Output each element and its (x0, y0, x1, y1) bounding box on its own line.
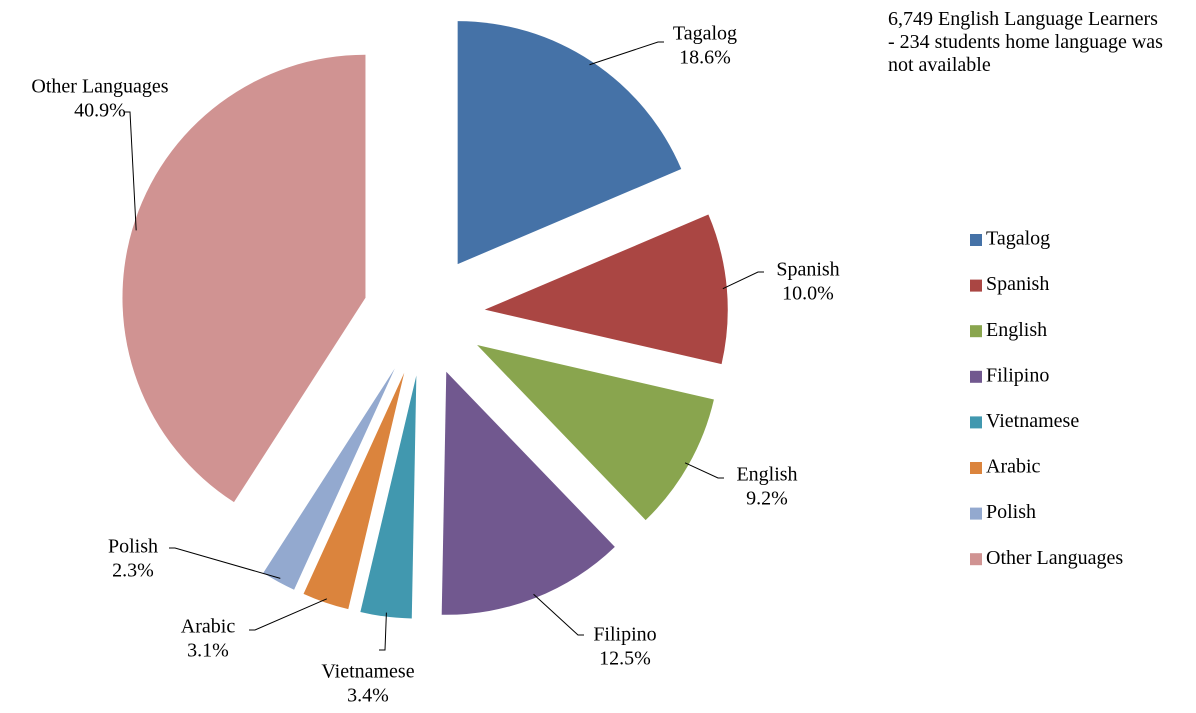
legend-label: Vietnamese (986, 410, 1079, 432)
pie-slice (477, 345, 714, 521)
pie-slice (484, 214, 728, 365)
slice-value-label: 2.3% (112, 560, 154, 582)
leader-line (124, 111, 137, 231)
leader-line (589, 41, 664, 66)
slice-label: Spanish (776, 259, 839, 281)
slice-value-label: 3.1% (187, 640, 229, 662)
slice-label: Filipino (593, 624, 656, 646)
leader-line (684, 462, 724, 479)
pie-slice (303, 372, 405, 610)
slice-label: Other Languages (31, 76, 168, 98)
leader-line (533, 593, 584, 636)
annotation: 6,749 English Language Learners (888, 8, 1158, 30)
pie-slice (441, 371, 615, 615)
legend-label: Filipino (986, 364, 1049, 386)
slice-value-label: 10.0% (782, 283, 834, 305)
legend-label: Other Languages (986, 547, 1123, 569)
slice-value-label: 3.4% (347, 685, 389, 707)
pie-slice (457, 21, 682, 265)
slice-value-label: 12.5% (599, 648, 651, 670)
pie-slice (360, 375, 417, 619)
legend-swatch (970, 279, 982, 292)
legend-label: English (986, 319, 1047, 341)
legend-swatch (970, 416, 982, 429)
slice-label: Tagalog (673, 23, 737, 45)
leader-line (169, 547, 281, 579)
slice-value-label: 9.2% (746, 488, 788, 510)
leader-line (379, 612, 387, 651)
slice-label: English (736, 464, 797, 486)
legend-swatch (970, 553, 982, 566)
slice-label: Polish (108, 536, 158, 558)
legend-swatch (970, 507, 982, 520)
leader-line (722, 271, 764, 290)
legend-label: Spanish (986, 273, 1049, 295)
slice-value-label: 40.9% (74, 100, 126, 122)
legend-label: Tagalog (986, 228, 1050, 250)
legend-swatch (970, 462, 982, 474)
annotation-box: 6,749 English Language Learners - 234 st… (888, 8, 1188, 77)
pie-slice (122, 54, 366, 503)
legend-label: Polish (986, 501, 1036, 523)
legend-label: Arabic (986, 456, 1041, 478)
pie-slice (263, 368, 395, 590)
legend-swatch (970, 234, 982, 246)
annotation: - 234 students home language was not ava… (888, 31, 1163, 76)
legend-swatch (970, 325, 982, 338)
slice-value-label: 18.6% (679, 47, 731, 69)
leader-line (249, 598, 328, 631)
legend-swatch (970, 370, 982, 383)
slice-label: Arabic (181, 616, 236, 638)
slice-label: Vietnamese (321, 661, 414, 683)
